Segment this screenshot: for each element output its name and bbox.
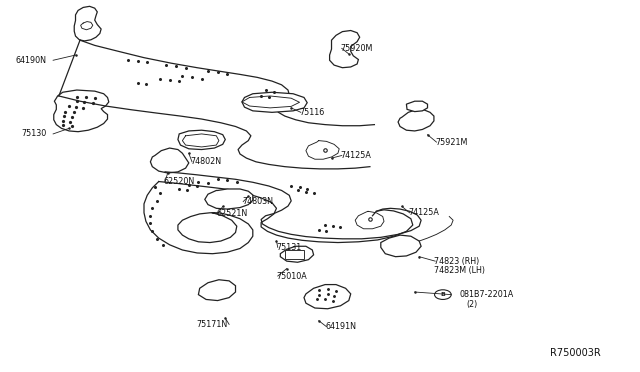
Polygon shape <box>178 130 225 150</box>
Polygon shape <box>54 90 109 132</box>
Text: 74823 (RH): 74823 (RH) <box>434 257 479 266</box>
Text: 75131: 75131 <box>276 243 301 252</box>
Polygon shape <box>330 31 360 68</box>
Text: 74823M (LH): 74823M (LH) <box>434 266 485 275</box>
Text: 74803N: 74803N <box>242 197 273 206</box>
Text: B: B <box>440 292 445 297</box>
Text: 75010A: 75010A <box>276 272 307 280</box>
Text: 64190N: 64190N <box>16 56 47 65</box>
Text: 62521N: 62521N <box>216 209 248 218</box>
Polygon shape <box>381 235 421 257</box>
Text: 62520N: 62520N <box>163 177 195 186</box>
Text: 75130: 75130 <box>22 129 47 138</box>
Text: 74802N: 74802N <box>191 157 222 166</box>
Text: 74125A: 74125A <box>408 208 439 217</box>
Text: 64191N: 64191N <box>325 322 356 331</box>
Text: 75921M: 75921M <box>435 138 468 147</box>
Polygon shape <box>406 101 428 112</box>
Polygon shape <box>242 92 307 112</box>
Polygon shape <box>398 110 434 131</box>
Polygon shape <box>205 189 253 209</box>
Text: 74125A: 74125A <box>340 151 371 160</box>
Polygon shape <box>304 285 351 309</box>
Polygon shape <box>150 148 189 173</box>
FancyBboxPatch shape <box>285 250 304 259</box>
Text: 081B7-2201A: 081B7-2201A <box>460 290 514 299</box>
Polygon shape <box>198 280 236 301</box>
Polygon shape <box>280 246 314 262</box>
Text: 75171N: 75171N <box>196 320 227 329</box>
Polygon shape <box>74 6 101 41</box>
Text: 75920M: 75920M <box>340 44 373 53</box>
Text: (2): (2) <box>466 300 477 309</box>
Text: 75116: 75116 <box>300 108 324 117</box>
Text: R750003R: R750003R <box>550 348 600 357</box>
